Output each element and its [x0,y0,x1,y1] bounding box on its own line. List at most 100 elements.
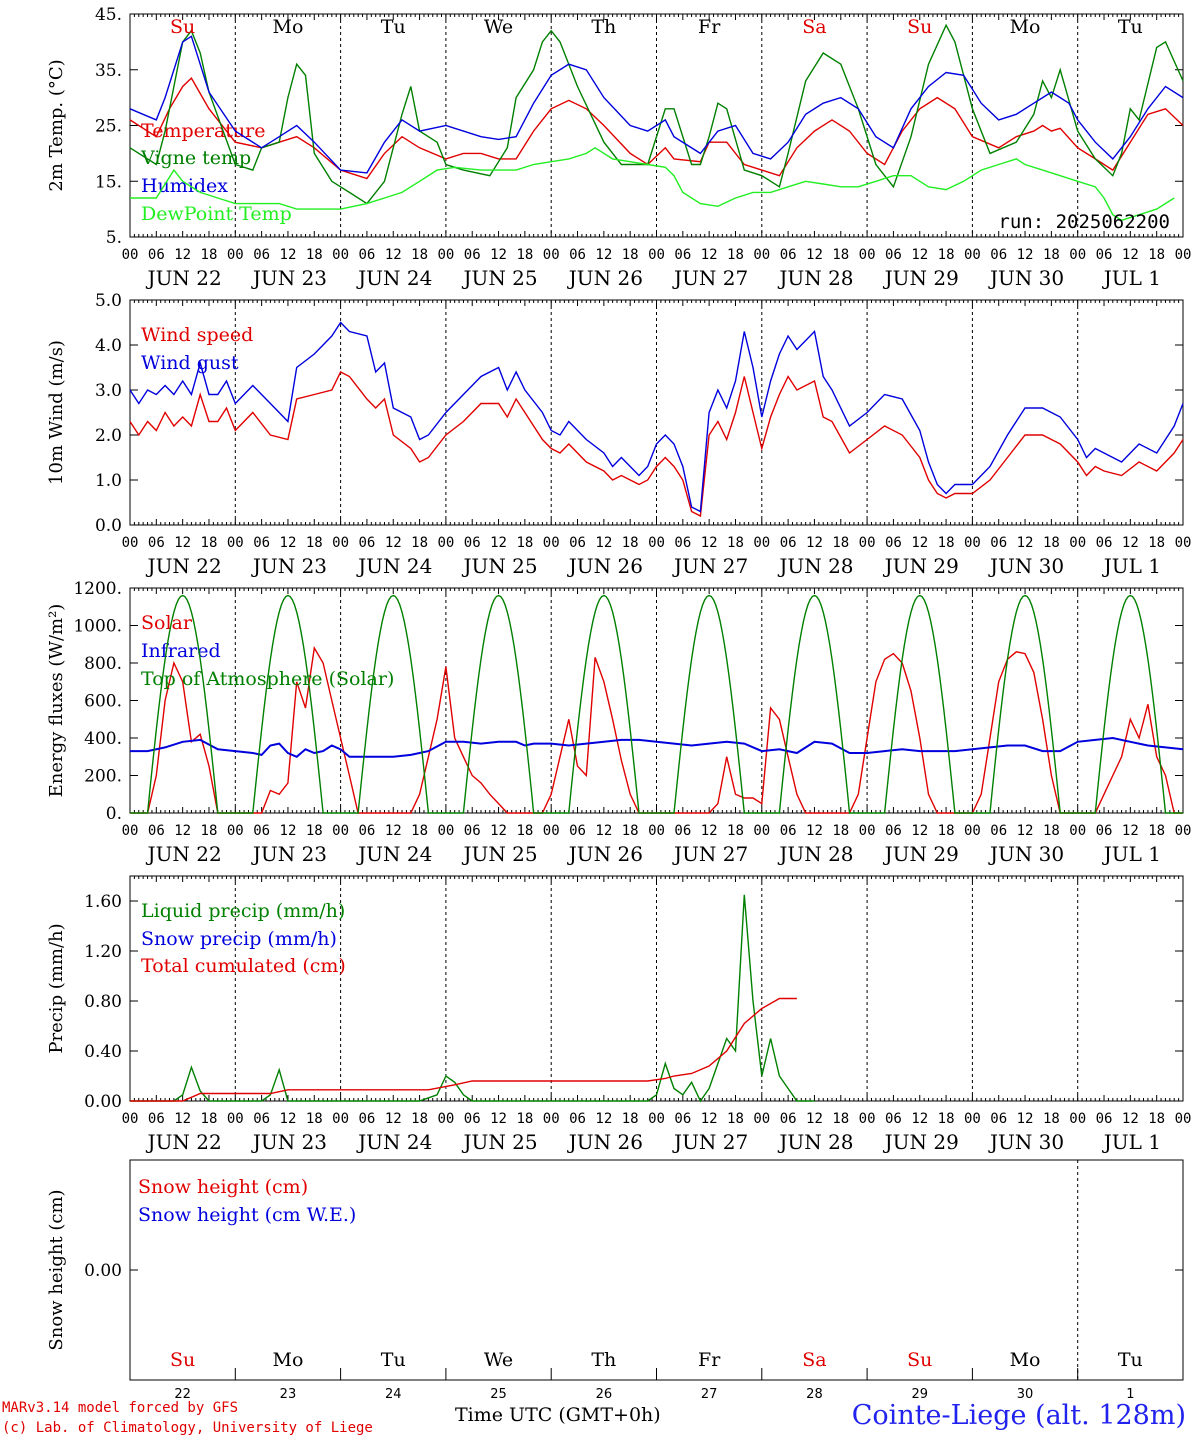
hour-label: 18 [938,823,955,839]
date-label: JUN 30 [988,266,1064,290]
y-tick-label: 15. [95,172,122,192]
hour-label: 06 [780,823,797,839]
hour-label: 00 [964,247,981,263]
hour-label: 06 [148,823,165,839]
hour-label: 12 [806,535,823,551]
hour-label: 12 [385,247,402,263]
legend-entry: Infrared [141,640,221,662]
x-axis-title: Time UTC (GMT+0h) [455,1404,661,1426]
hour-label: 00 [1069,1111,1086,1127]
hour-label: 18 [938,1111,955,1127]
panel-frame [129,299,1184,526]
hour-label: 18 [516,1111,533,1127]
y-axis-title: Energy fluxes (W/m²) [46,604,67,798]
hour-label: 06 [569,823,586,839]
date-label: JUN 27 [672,842,748,866]
hour-label: 06 [253,247,270,263]
hour-label: 06 [674,1111,691,1127]
weekday-label-bottom: Mo [272,1349,303,1371]
hour-label: 06 [569,1111,586,1127]
hour-label: 18 [1148,1111,1165,1127]
hour-label: 18 [411,535,428,551]
series-line [130,997,797,1102]
hour-label: 00 [1069,247,1086,263]
y-tick-label: 0.0 [95,516,122,536]
hour-label: 12 [1017,535,1034,551]
hour-label: 12 [1122,247,1139,263]
series-line [129,321,1184,513]
hour-label: 00 [122,247,139,263]
hour-label: 12 [490,1111,507,1127]
hour-label: 00 [753,823,770,839]
hour-label: 00 [1175,535,1192,551]
y-tick-label: 800. [84,654,122,674]
hour-label: 00 [332,535,349,551]
hour-label: 18 [201,247,218,263]
date-label: JUN 25 [461,554,537,578]
hour-label: 00 [227,535,244,551]
hour-label: 00 [437,247,454,263]
hour-label: 18 [622,823,639,839]
y-tick-label: 1.0 [95,471,122,491]
hour-label: 06 [780,1111,797,1127]
date-label: JUN 26 [567,842,643,866]
hour-label: 06 [1096,247,1113,263]
date-label: JUN 30 [988,1130,1064,1154]
hour-label: 18 [832,247,849,263]
date-label: JUN 28 [777,1130,853,1154]
weekday-label: Tu [381,16,406,38]
y-tick-label: 600. [84,692,122,712]
hour-label: 18 [727,535,744,551]
hour-label: 00 [648,1111,665,1127]
hour-label: 18 [727,823,744,839]
hour-label: 00 [753,1111,770,1127]
weekday-label: Mo [1010,16,1041,38]
weekday-label: Fr [698,16,721,38]
y-axis-title: 10m Wind (m/s) [46,340,67,485]
day-number: 22 [174,1387,191,1400]
hour-label: 12 [1017,247,1034,263]
y-tick-label: 1000. [73,617,122,637]
y-tick-label: 3.0 [95,381,122,401]
hour-label: 18 [306,1111,323,1127]
date-label: JUN 26 [567,554,643,578]
hour-label: 12 [806,247,823,263]
hour-label: 00 [859,823,876,839]
weekday-label-bottom: Th [591,1349,616,1371]
hour-label: 12 [490,823,507,839]
date-label: JUN 23 [251,554,327,578]
hour-label: 06 [569,535,586,551]
hour-label: 06 [358,247,375,263]
y-tick-label: 4.0 [95,336,122,356]
date-label: JUN 23 [251,842,327,866]
y-axis-title: 2m Temp. (°C) [46,59,67,191]
hour-label: 18 [201,1111,218,1127]
hour-label: 12 [385,1111,402,1127]
hour-label: 18 [622,535,639,551]
hour-label: 06 [253,823,270,839]
series-line [129,23,1184,205]
hour-label: 12 [806,1111,823,1127]
series-line [129,76,1184,180]
hour-label: 06 [885,247,902,263]
hour-label: 18 [832,535,849,551]
hour-label: 06 [674,823,691,839]
hour-label: 06 [253,1111,270,1127]
hour-label: 18 [411,823,428,839]
hour-label: 18 [832,823,849,839]
weekday-label: We [484,16,513,38]
hour-label: 06 [990,247,1007,263]
hour-label: 00 [1069,823,1086,839]
date-label: JUN 22 [146,554,222,578]
hour-label: 00 [859,247,876,263]
model-credit: MARv3.14 model forced by GFS [2,1400,239,1416]
hour-label: 06 [674,535,691,551]
hour-label: 12 [911,535,928,551]
hour-label: 18 [622,247,639,263]
date-label: JUN 30 [988,554,1064,578]
hour-label: 00 [332,1111,349,1127]
hour-label: 12 [595,247,612,263]
legend-entry: DewPoint Temp [141,203,292,225]
y-tick-label: 200. [84,767,122,787]
hour-label: 18 [727,247,744,263]
